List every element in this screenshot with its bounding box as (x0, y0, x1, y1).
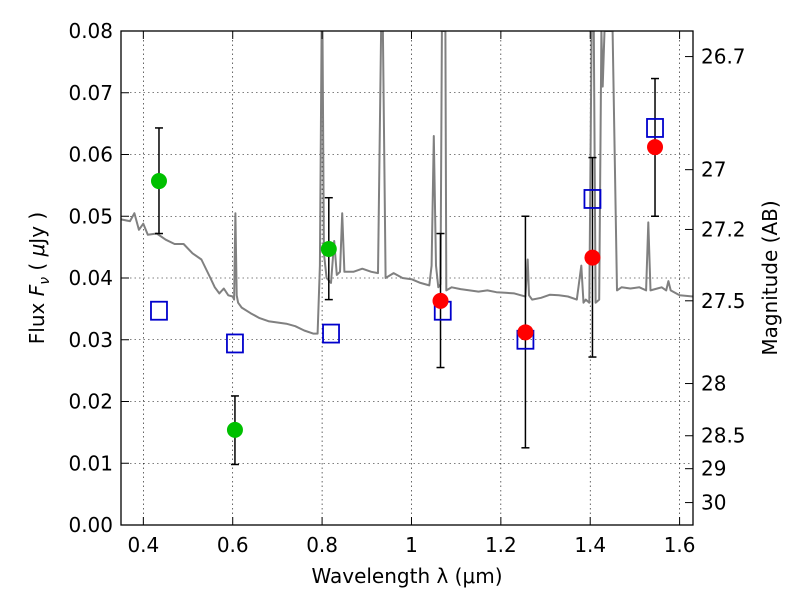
y2-tick-label: 28.5 (701, 424, 746, 448)
y-tick-label: 0.00 (68, 513, 113, 537)
x-tick-label: 1.2 (485, 533, 517, 557)
y2-tick-label: 28 (701, 372, 726, 396)
photometry-point (517, 324, 534, 341)
photometry-point (432, 292, 449, 309)
model-square-marker (322, 323, 340, 344)
y-axis-label: Flux Fν ( μJy ) (25, 212, 53, 344)
model-square-marker (226, 333, 244, 354)
photometry-point (584, 249, 601, 266)
ticks (121, 30, 693, 526)
y-tick-label: 0.05 (68, 204, 113, 228)
y2-tick-label: 30 (701, 491, 726, 515)
y-tick-label: 0.01 (68, 451, 113, 475)
y2-tick-label: 27.2 (701, 217, 746, 241)
photometry-point (150, 173, 167, 190)
photometry-point (647, 139, 664, 156)
y-tick-label: 0.04 (68, 266, 113, 290)
x-tick-label: 1.4 (574, 533, 606, 557)
x-tick-label: 0.4 (127, 533, 159, 557)
x-axis-label: Wavelength λ (μm) (311, 564, 502, 588)
x-tick-label: 1.6 (664, 533, 696, 557)
y2-tick-label: 27.5 (701, 289, 746, 313)
y-tick-label: 0.06 (68, 143, 113, 167)
y2-tick-label: 27 (701, 158, 726, 182)
y2-tick-label: 29 (701, 457, 726, 481)
tick-labels: 0.4 0.6 0.8 1 1.2 1.4 1.6 0.00 0.01 0.02 0.03 0.04 0… (68, 19, 745, 557)
model-square-marker (583, 189, 602, 209)
y2-axis-label: Magnitude (AB) (758, 200, 782, 355)
model-square-marker (646, 118, 664, 138)
y-tick-label: 0.07 (68, 81, 113, 105)
data-layer (121, 31, 693, 466)
x-tick-label: 0.6 (217, 533, 249, 557)
photometry-point (226, 421, 243, 438)
y-tick-label: 0.03 (68, 328, 113, 352)
x-tick-label: 0.8 (306, 533, 338, 557)
photometry-point (320, 240, 337, 257)
y-tick-label: 0.08 (68, 19, 113, 43)
y2-tick-label: 26.7 (701, 45, 746, 69)
model-square-marker (150, 300, 168, 321)
y-tick-label: 0.02 (68, 390, 113, 414)
spectrum-line (121, 31, 693, 335)
plot-frame (120, 30, 694, 526)
x-tick-label: 1 (405, 533, 418, 557)
